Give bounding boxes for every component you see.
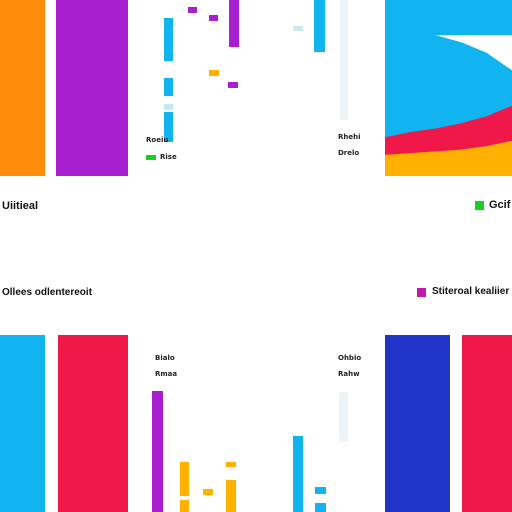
top-left-bar-5 xyxy=(164,112,173,142)
top-left-bar-4 xyxy=(164,104,173,110)
bottom-right-bar-2 xyxy=(315,487,326,494)
bottom-left-bar-1 xyxy=(152,391,163,512)
navy-band xyxy=(385,335,450,512)
bottom-left-bar-4 xyxy=(203,489,213,495)
top-right-tick-label-1: Rhehi xyxy=(338,133,361,141)
mid-right-label: Gcif xyxy=(489,199,511,211)
top-mid-mark-6 xyxy=(293,26,303,31)
top-right-faint-bar xyxy=(340,0,348,120)
bottom-right-bar-3 xyxy=(315,503,326,512)
top-left-tick-label-2: Rise xyxy=(160,153,177,161)
bottom-right-faint-bar xyxy=(339,392,348,442)
cyan-band xyxy=(0,335,45,512)
bottom-right-tick-label-1: Ohbio xyxy=(338,354,362,362)
top-left-bar-2 xyxy=(164,35,173,61)
bottom-left-tick-label-2: Rmaa xyxy=(155,370,178,378)
top-right-tick-label-2: Drelo xyxy=(338,149,360,157)
top-left-legend-swatch xyxy=(146,155,156,160)
top-left-bar-1 xyxy=(164,18,173,36)
top-left-tick-label-1: Roeiu xyxy=(146,136,169,144)
orange-band xyxy=(0,0,45,176)
top-mid-mark-7 xyxy=(314,0,325,52)
bottom-left-bar-2 xyxy=(180,462,189,496)
bottom-left-bar-6 xyxy=(226,480,236,512)
top-left-chart-panel xyxy=(128,0,198,176)
area-series-3 xyxy=(385,140,512,176)
lower-right-legend-swatch xyxy=(417,288,426,297)
red-band-right xyxy=(462,335,512,512)
mid-left-label: Uiitieal xyxy=(2,200,39,212)
bottom-left-bar-5 xyxy=(226,462,236,467)
area-fill-top xyxy=(385,0,512,36)
purple-band xyxy=(56,0,128,176)
bottom-right-tick-label-2: Rahw xyxy=(338,370,360,378)
top-mid-mark-1 xyxy=(188,7,197,13)
mid-right-legend-swatch xyxy=(475,201,484,210)
lower-left-label: Ollees odlentereoit xyxy=(2,287,93,298)
bottom-right-bar-1 xyxy=(293,436,303,512)
top-mid-mark-5 xyxy=(228,82,238,88)
lower-right-label: Stiteroal kealiier xyxy=(432,286,510,297)
top-mid-mark-2 xyxy=(209,15,218,21)
top-mid-mark-4 xyxy=(209,70,219,76)
top-left-bar-3 xyxy=(164,78,173,96)
red-band-left xyxy=(58,335,128,512)
bottom-left-tick-label-1: Bialo xyxy=(155,354,175,362)
bottom-left-bar-3 xyxy=(180,500,189,512)
top-mid-mark-3 xyxy=(229,0,239,47)
bottom-right-chart-panel xyxy=(315,335,385,512)
top-right-area-chart xyxy=(385,0,512,176)
